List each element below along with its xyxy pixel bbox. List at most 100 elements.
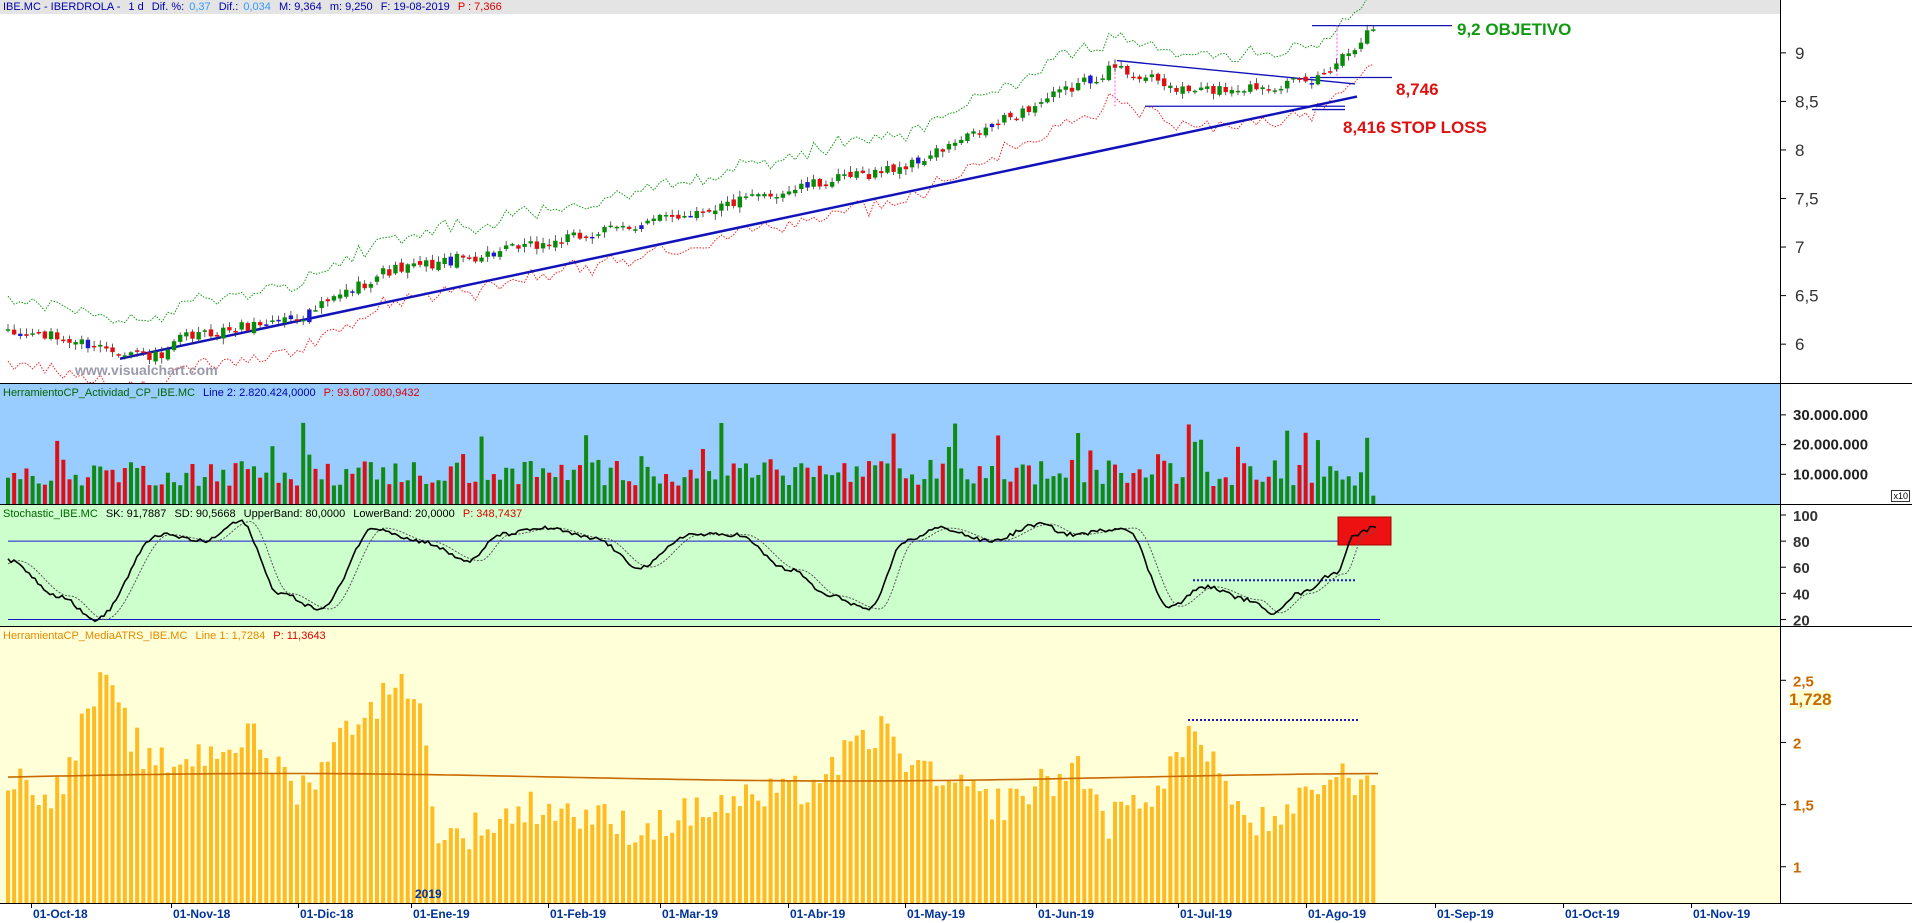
volume-bar — [110, 469, 115, 504]
atr-bar — [676, 820, 681, 904]
candle-body — [264, 324, 269, 326]
price-chart[interactable] — [0, 0, 1780, 383]
volume-bar — [258, 477, 263, 504]
volume-bar — [454, 462, 459, 504]
atr-chart[interactable] — [0, 627, 1780, 904]
volume-bar — [1297, 464, 1302, 504]
volume-bar — [233, 463, 238, 504]
candle-body — [116, 354, 121, 356]
volume-p-label: P: 93.607.080,9432 — [323, 387, 420, 399]
candle-body — [1020, 108, 1025, 118]
volume-bar — [504, 467, 509, 504]
date-label: F: 19-08-2019 — [380, 1, 450, 13]
atr-bar — [1365, 775, 1370, 904]
volume-bar — [190, 463, 195, 504]
lower-band-line — [7, 63, 1374, 383]
atr-bar — [1303, 786, 1308, 904]
candle-body — [1112, 64, 1118, 68]
volume-bar — [122, 468, 127, 504]
volume-bar — [1069, 459, 1074, 504]
atr-bar — [1279, 824, 1284, 904]
candle-body — [91, 345, 97, 348]
volume-bar — [922, 479, 927, 504]
atr-bar — [159, 747, 164, 904]
atr-bar — [24, 779, 29, 904]
candle-body — [503, 245, 509, 249]
volume-bar — [553, 477, 558, 504]
volume-line-label: Line 2: 2.820.424,0000 — [203, 387, 316, 399]
volume-bar — [897, 468, 902, 504]
atr-bar — [1143, 802, 1148, 904]
atr-bar — [178, 764, 183, 904]
volume-bar — [411, 462, 416, 504]
atr-bar — [885, 723, 890, 904]
candle-body — [319, 301, 324, 309]
candle-body — [1143, 77, 1148, 81]
candle-body — [1266, 89, 1271, 91]
volume-bar — [1352, 485, 1357, 504]
atr-bar — [860, 729, 865, 904]
atr-bar — [18, 768, 23, 904]
volume-bar — [817, 465, 822, 504]
volume-bar — [1279, 478, 1284, 504]
year-marker: 2019 — [415, 887, 442, 901]
atr-tick-label: 2 — [1793, 735, 1801, 752]
volume-bar — [485, 479, 490, 504]
candle-body — [1155, 73, 1161, 81]
volume-bar — [1229, 484, 1234, 504]
atr-bar — [1045, 775, 1050, 904]
atr-bar — [368, 701, 373, 904]
candle-body — [872, 169, 878, 178]
volume-bar — [1192, 441, 1197, 504]
atr-bar — [141, 769, 146, 904]
candle-body — [583, 236, 589, 239]
atr-bar — [1186, 725, 1191, 904]
atr-bar — [762, 806, 767, 904]
volume-bar — [307, 454, 312, 504]
candle-body — [1291, 78, 1296, 80]
candle-body — [1069, 87, 1075, 92]
atr-bar — [719, 795, 724, 904]
atr-bar — [325, 761, 330, 904]
volume-axis: 30.000.000 20.000.000 10.000.000 x10 — [1780, 384, 1912, 504]
volume-bar — [891, 433, 896, 504]
atr-bar — [725, 812, 730, 904]
stochastic-tick-label: 100 — [1793, 508, 1818, 525]
candle-body — [1106, 65, 1112, 81]
atr-line-label: Line 1: 1,7284 — [195, 630, 266, 642]
atr-bar — [571, 816, 576, 904]
volume-bar — [215, 481, 220, 504]
volume-bar — [1149, 474, 1154, 504]
volume-bar — [67, 479, 72, 504]
candle-body — [190, 331, 195, 339]
volume-bar — [1119, 472, 1124, 504]
volume-bar — [811, 476, 816, 504]
atr-bar — [1008, 788, 1013, 904]
price-tick-label: 6 — [1795, 335, 1804, 354]
volume-bar — [836, 472, 841, 504]
volume-bar — [442, 480, 447, 504]
candle-body — [214, 334, 220, 337]
volume-chart[interactable] — [0, 384, 1780, 504]
atr-bar — [1082, 789, 1087, 904]
atr-average-line — [7, 772, 1378, 782]
x-axis-tick — [548, 904, 549, 908]
atr-bar — [424, 745, 429, 904]
atr-bar — [713, 811, 718, 904]
candle-body — [1340, 54, 1345, 66]
candle-body — [294, 319, 300, 321]
volume-bar — [1082, 482, 1087, 504]
stochastic-chart[interactable] — [0, 505, 1780, 626]
volume-bar — [288, 479, 293, 504]
candle-body — [663, 215, 669, 217]
x-axis-label: 01-Nov-18 — [173, 907, 231, 921]
candle-body — [614, 226, 620, 229]
atr-bar — [836, 774, 841, 904]
atr-bar — [6, 790, 10, 904]
volume-bar — [362, 461, 367, 504]
atr-bar — [744, 784, 748, 904]
candle-body — [934, 148, 939, 158]
candle-body — [307, 309, 312, 323]
volume-bar — [356, 467, 361, 504]
candle-body — [178, 334, 183, 342]
